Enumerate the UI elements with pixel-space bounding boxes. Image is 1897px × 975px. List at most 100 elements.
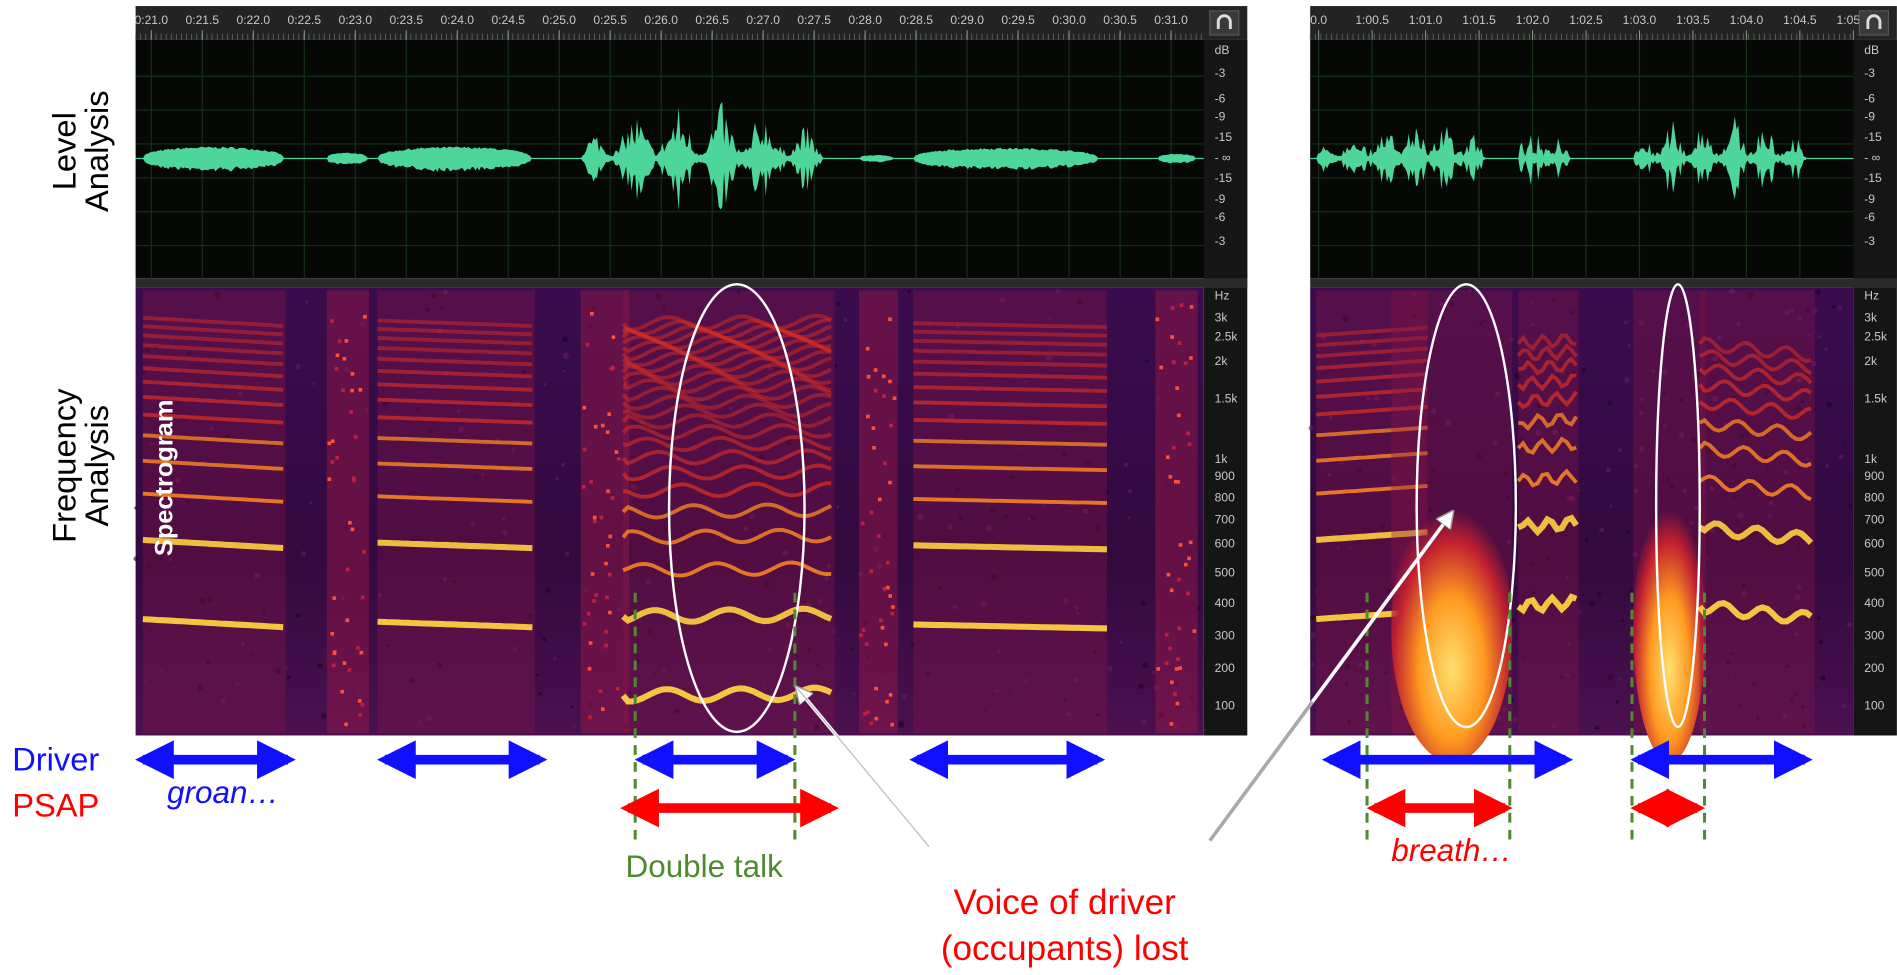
burst-noise xyxy=(330,632,334,636)
burst-noise xyxy=(583,448,587,452)
spectrogram-noise xyxy=(1141,719,1147,725)
burst-noise xyxy=(593,516,597,520)
burst-noise xyxy=(867,375,871,379)
burst-noise xyxy=(1189,356,1193,360)
spectrogram-noise xyxy=(563,370,565,372)
time-tick-label: 1:03.5 xyxy=(1676,13,1710,27)
burst-noise xyxy=(607,412,611,416)
spectrogram-noise xyxy=(572,725,575,728)
burst-noise xyxy=(1159,366,1163,370)
time-tick-label: 0:29.0 xyxy=(950,13,984,27)
burst-noise xyxy=(889,693,893,697)
burst-noise xyxy=(330,319,334,323)
burst-noise xyxy=(882,375,886,379)
burst-noise xyxy=(874,389,878,393)
burst-noise xyxy=(870,721,874,725)
db-tick-label: -15 xyxy=(1215,171,1233,185)
burst-noise xyxy=(879,619,883,623)
hz-tick-label: 3k xyxy=(1215,310,1229,324)
burst-noise xyxy=(589,641,593,645)
burst-noise xyxy=(332,596,336,600)
spectrogram-noise xyxy=(321,713,326,718)
spectrogram-noise xyxy=(565,551,569,555)
hz-tick-label: Hz xyxy=(1864,289,1879,303)
burst-noise xyxy=(591,572,595,576)
hz-tick-label: 300 xyxy=(1864,628,1884,642)
spectrogram-noise xyxy=(1142,662,1148,668)
spectrogram-noise xyxy=(1597,592,1602,597)
spectrogram-noise xyxy=(309,501,312,504)
time-tick-label: 1:04.0 xyxy=(1730,13,1764,27)
voice-segment xyxy=(378,290,535,733)
spectrogram-noise xyxy=(1624,377,1630,383)
burst-noise xyxy=(882,394,886,398)
burst-noise xyxy=(1184,361,1188,365)
burst-noise xyxy=(594,593,598,597)
spectrogram-noise xyxy=(1839,454,1843,458)
hz-tick-label: 200 xyxy=(1864,661,1884,675)
spectrogram-noise xyxy=(555,477,559,481)
burst-noise xyxy=(1178,341,1182,345)
spectrogram-noise xyxy=(1145,359,1148,362)
db-tick-label: -15 xyxy=(1864,171,1882,185)
burst-noise xyxy=(363,315,367,319)
hz-tick-label: 800 xyxy=(1215,491,1235,505)
burst-noise xyxy=(587,612,591,616)
db-tick-label: -9 xyxy=(1215,192,1226,206)
time-tick-label: 0:26.5 xyxy=(695,13,729,27)
burst-noise xyxy=(1177,414,1181,418)
spectrogram-noise xyxy=(1119,641,1122,644)
burst-noise xyxy=(1170,335,1174,339)
spectrogram-noise xyxy=(296,613,301,618)
spectrogram-noise xyxy=(1618,448,1622,452)
burst-noise xyxy=(865,642,869,646)
hz-tick-label: 700 xyxy=(1864,512,1884,526)
spectrogram-noise xyxy=(1310,632,1316,638)
hz-tick-label: 800 xyxy=(1864,491,1884,505)
burst-noise xyxy=(327,477,331,481)
spectrogram-noise xyxy=(1610,505,1612,507)
db-tick-label: -9 xyxy=(1864,192,1875,206)
db-tick-label: -6 xyxy=(1215,210,1226,224)
burst-noise xyxy=(351,372,355,376)
burst-noise xyxy=(877,534,881,538)
spectrogram-noise xyxy=(1832,305,1836,309)
burst-noise xyxy=(600,516,604,520)
burst-noise xyxy=(345,339,349,343)
spectrogram-noise xyxy=(536,674,539,677)
burst-noise xyxy=(869,569,873,573)
breath-noise xyxy=(1391,496,1512,762)
db-tick-label: -6 xyxy=(1864,91,1875,105)
burst-noise xyxy=(608,535,612,539)
burst-noise xyxy=(352,476,356,480)
burst-noise xyxy=(1156,667,1160,671)
time-tick-label: 0:25.0 xyxy=(542,13,576,27)
burst-noise xyxy=(1170,722,1174,726)
burst-noise xyxy=(612,335,616,339)
burst-noise xyxy=(582,406,586,410)
burst-noise xyxy=(328,441,332,445)
time-tick-label: 0:23.5 xyxy=(389,13,423,27)
voice-segment xyxy=(1518,290,1578,733)
voice-segment xyxy=(913,290,1107,733)
spectrogram-noise xyxy=(1584,537,1588,541)
spectrogram-noise xyxy=(312,382,315,385)
burst-noise xyxy=(1172,360,1176,364)
spectrogram-noise xyxy=(562,336,568,342)
spectrogram-noise xyxy=(134,506,137,509)
spectrogram-noise xyxy=(295,364,300,369)
row-label: Analysis xyxy=(78,90,115,212)
burst-noise xyxy=(601,424,605,428)
time-tick-label: 0:30.5 xyxy=(1103,13,1137,27)
burst-noise xyxy=(872,446,876,450)
spectrogram-noise xyxy=(570,705,573,708)
time-tick-label: 1:04.5 xyxy=(1783,13,1817,27)
burst-noise xyxy=(884,643,888,647)
burst-noise xyxy=(1165,661,1169,665)
hz-tick-label: 700 xyxy=(1215,512,1235,526)
burst-noise xyxy=(1167,573,1171,577)
burst-noise xyxy=(589,480,593,484)
time-tick-label: 1:02.5 xyxy=(1569,13,1603,27)
burst-noise xyxy=(606,544,610,548)
hz-tick-label: 2k xyxy=(1215,354,1229,368)
